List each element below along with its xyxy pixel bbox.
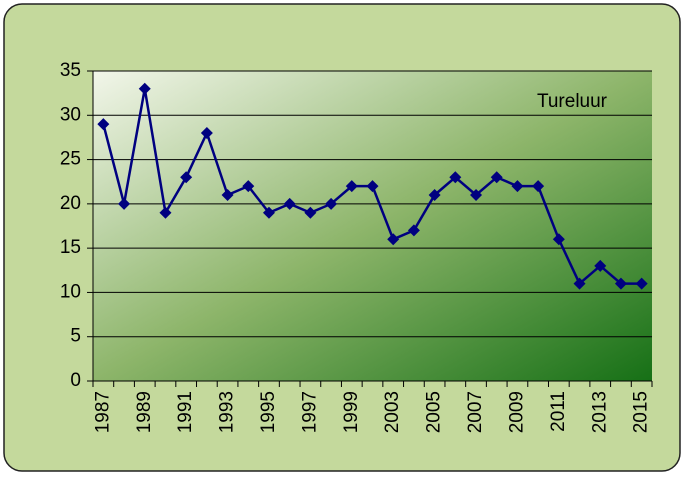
x-tick-label: 2015 — [631, 391, 652, 433]
marker — [97, 118, 110, 131]
y-tick-label: 5 — [70, 326, 81, 347]
marker — [283, 197, 296, 210]
marker — [573, 277, 586, 290]
marker — [532, 180, 545, 193]
marker — [180, 171, 193, 184]
x-tick-label: 2003 — [382, 391, 403, 433]
plot-area — [93, 71, 652, 381]
x-tick-label: 1995 — [258, 391, 279, 433]
marker — [138, 82, 151, 95]
marker — [200, 127, 213, 139]
y-tick-label: 20 — [60, 193, 81, 214]
marker — [325, 197, 338, 210]
marker — [594, 259, 607, 272]
y-tick-label: 0 — [70, 370, 81, 391]
marker — [262, 206, 275, 219]
marker — [490, 171, 503, 184]
marker — [221, 189, 234, 201]
x-tick-label: 2013 — [589, 391, 610, 433]
marker — [635, 277, 648, 290]
x-tick-label: 1991 — [175, 391, 196, 433]
chart-title: Tureluur — [537, 91, 608, 112]
y-tick-label: 30 — [60, 104, 81, 125]
marker — [366, 180, 379, 193]
y-tick-label: 10 — [60, 281, 81, 302]
y-tick-label: 25 — [60, 149, 81, 170]
marker — [449, 171, 462, 184]
marker — [118, 197, 131, 210]
y-tick-label: 15 — [60, 237, 81, 258]
x-tick-label: 2011 — [548, 391, 569, 432]
marker — [387, 233, 400, 246]
x-tick-label: 1997 — [299, 391, 320, 433]
marker — [428, 189, 441, 201]
x-tick-label: 1989 — [134, 391, 155, 433]
marker — [242, 180, 255, 193]
x-tick-label: 1987 — [92, 391, 113, 433]
x-tick-label: 1993 — [217, 391, 238, 433]
marker — [511, 180, 524, 193]
marker — [345, 180, 358, 193]
x-tick-label: 2005 — [424, 391, 445, 433]
marker — [614, 277, 627, 290]
marker — [552, 233, 565, 246]
x-tick-label: 2009 — [506, 391, 527, 433]
x-tick-label: 1999 — [341, 391, 362, 433]
marker — [470, 189, 483, 201]
marker — [407, 224, 420, 237]
x-tick-label: 2007 — [465, 391, 486, 433]
marker — [159, 206, 172, 219]
y-tick-label: 35 — [60, 60, 81, 81]
marker — [304, 206, 317, 219]
